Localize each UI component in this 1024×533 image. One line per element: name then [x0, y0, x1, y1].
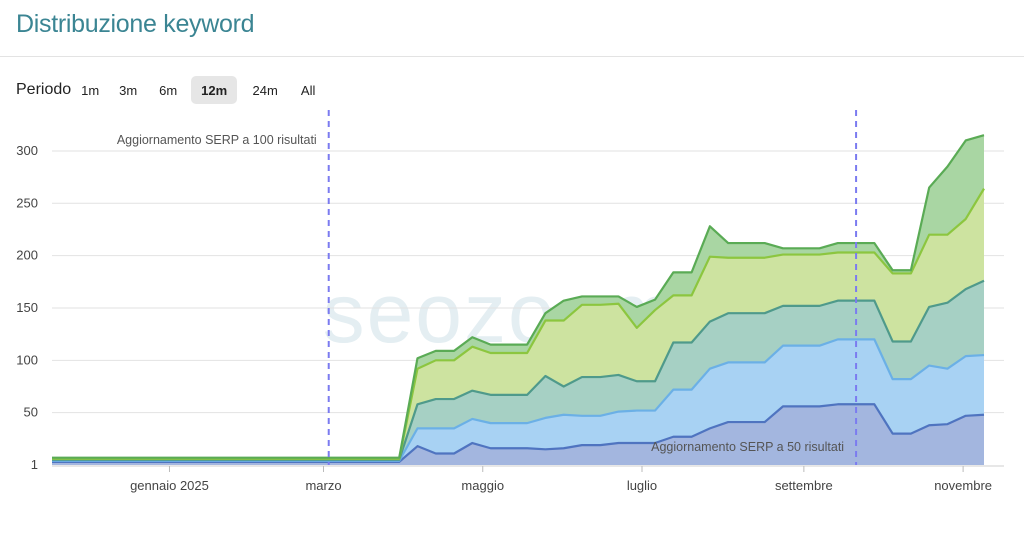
x-tick-label: gennaio 2025 — [130, 478, 209, 493]
chart-lines — [52, 134, 985, 463]
page-title: Distribuzione keyword — [16, 10, 255, 38]
annotation-label: Aggiornamento SERP a 100 risultati — [117, 133, 317, 147]
x-tick-label: luglio — [627, 478, 657, 493]
area-series-1 — [52, 404, 984, 465]
x-tick-label: marzo — [305, 478, 341, 493]
period-button-all[interactable]: All — [300, 82, 316, 98]
period-button-12m[interactable]: 12m — [191, 76, 238, 104]
y-tick-label: 250 — [16, 195, 38, 210]
x-tick-label: settembre — [775, 478, 833, 493]
y-tick-label: 200 — [16, 248, 38, 263]
line-series-5 — [52, 134, 985, 459]
keyword-distribution-chart: seozoom Aggiornamento SERP a 100 risulta… — [16, 110, 1004, 493]
period-button-6m[interactable]: 6m — [159, 82, 178, 98]
period-label: Periodo — [16, 81, 72, 98]
period-button-1m[interactable]: 1m — [81, 82, 100, 98]
period-button-24m[interactable]: 24m — [252, 82, 278, 98]
chart-areas — [52, 135, 984, 465]
title-divider — [0, 56, 1024, 57]
chart-annotations: Aggiornamento SERP a 100 risultati Aggior… — [117, 110, 858, 465]
area-series-2 — [52, 339, 984, 462]
period-button-3m[interactable]: 3m — [119, 82, 138, 98]
area-series-3 — [52, 280, 984, 461]
y-tick-label: 150 — [16, 300, 38, 315]
y-tick-label: 50 — [24, 405, 38, 420]
x-tick-label: novembre — [934, 478, 992, 493]
annotation-label: Aggiornamento SERP a 50 risultati — [651, 440, 844, 454]
y-tick-label: 1 — [31, 457, 38, 472]
x-tick-label: maggio — [461, 478, 504, 493]
y-tick-label: 300 — [16, 143, 38, 158]
y-tick-label: 100 — [16, 352, 38, 367]
x-axis-ticks: gennaio 2025 marzo maggio luglio settembre no… — [130, 466, 992, 493]
period-selector: Periodo 1m 3m 6m 12m 24m All — [16, 74, 329, 106]
